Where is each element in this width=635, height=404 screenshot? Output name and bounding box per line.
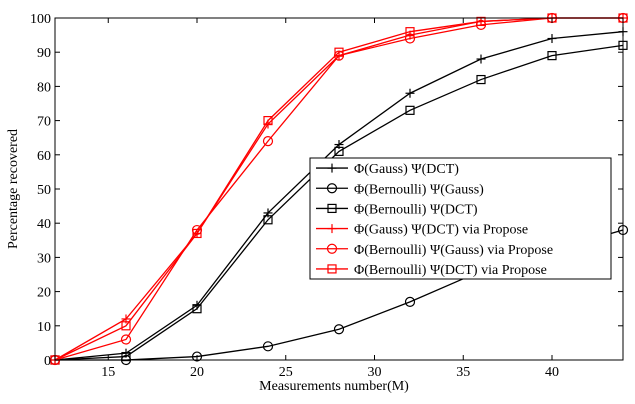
- data-point-square: [405, 27, 415, 37]
- y-tick-label: 50: [37, 183, 51, 198]
- data-point-square: [121, 321, 131, 331]
- x-tick-label: 35: [456, 365, 470, 380]
- y-tick-label: 70: [37, 115, 51, 130]
- data-point-square: [334, 47, 344, 57]
- data-point-square: [547, 51, 557, 61]
- x-tick-label: 20: [190, 365, 204, 380]
- legend-marker-circle: [326, 183, 338, 194]
- legend-entry: Φ(Gauss) Ψ(DCT): [316, 162, 459, 177]
- data-point-circle: [333, 324, 345, 335]
- legend-label: Φ(Bernoulli) Ψ(DCT) via Propose: [354, 263, 547, 278]
- legend-entry: Φ(Gauss) Ψ(DCT) via Propose: [316, 223, 528, 238]
- legend-marker-square: [327, 203, 337, 214]
- x-tick-label: 30: [368, 365, 382, 380]
- legend-label: Φ(Bernoulli) Ψ(Gauss) via Propose: [354, 243, 553, 258]
- data-point-square: [334, 146, 344, 156]
- data-point-square: [263, 215, 273, 225]
- y-tick-label: 20: [37, 286, 51, 301]
- legend-label: Φ(Bernoulli) Ψ(DCT): [354, 202, 478, 217]
- legend-box: [309, 157, 612, 280]
- data-point-square: [263, 115, 273, 126]
- legend-label: Φ(Gauss) Ψ(DCT) via Propose: [354, 223, 528, 238]
- data-point-circle: [120, 334, 132, 345]
- data-point-square: [121, 351, 131, 362]
- legend-label: Φ(Bernoulli) Ψ(Gauss): [354, 182, 484, 197]
- y-tick-label: 10: [37, 320, 51, 335]
- data-point-square: [405, 105, 415, 115]
- y-tick-label: 80: [37, 80, 51, 95]
- data-point-circle: [262, 341, 274, 352]
- legend-marker-plus: [327, 224, 337, 234]
- y-axis-label: Percentage recovered: [6, 129, 21, 249]
- data-point-plus: [405, 88, 415, 98]
- x-tick-label: 40: [545, 365, 559, 380]
- legend-entry: Φ(Bernoulli) Ψ(Gauss): [316, 182, 484, 197]
- data-point-square: [476, 16, 486, 27]
- legend-entry: Φ(Bernoulli) Ψ(DCT): [316, 202, 478, 217]
- data-point-plus: [476, 54, 486, 64]
- y-tick-label: 0: [44, 354, 51, 369]
- y-tick-label: 90: [37, 46, 51, 61]
- data-point-circle: [191, 351, 203, 362]
- legend-marker-square: [327, 264, 337, 274]
- series-line: [54, 44, 624, 361]
- data-point-square: [192, 304, 202, 314]
- data-point-circle: [262, 136, 274, 147]
- data-point-circle: [404, 33, 416, 44]
- legend-marker-circle: [326, 243, 338, 254]
- y-tick-label: 100: [30, 12, 51, 27]
- legend-label: Φ(Gauss) Ψ(DCT): [354, 162, 459, 177]
- legend-entry: Φ(Bernoulli) Ψ(DCT) via Propose: [316, 263, 547, 278]
- data-point-circle: [404, 296, 416, 307]
- series-line: [54, 17, 623, 361]
- data-point-plus: [547, 34, 557, 44]
- legend: Φ(Gauss) Ψ(DCT) Φ(Bernoulli) Ψ(Gauss) Φ(Be…: [309, 157, 612, 280]
- y-tick-label: 60: [37, 149, 51, 164]
- legend-entry: Φ(Bernoulli) Ψ(Gauss) via Propose: [316, 243, 553, 258]
- data-point-square: [192, 228, 202, 239]
- y-tick-label: 40: [37, 217, 51, 232]
- x-axis-label: Measurements number(M): [259, 379, 409, 394]
- x-tick-label: 15: [101, 365, 115, 380]
- legend-marker-plus: [327, 163, 337, 173]
- data-point-square: [476, 74, 486, 85]
- x-tick-label: 25: [279, 365, 293, 380]
- y-tick-label: 30: [37, 251, 51, 266]
